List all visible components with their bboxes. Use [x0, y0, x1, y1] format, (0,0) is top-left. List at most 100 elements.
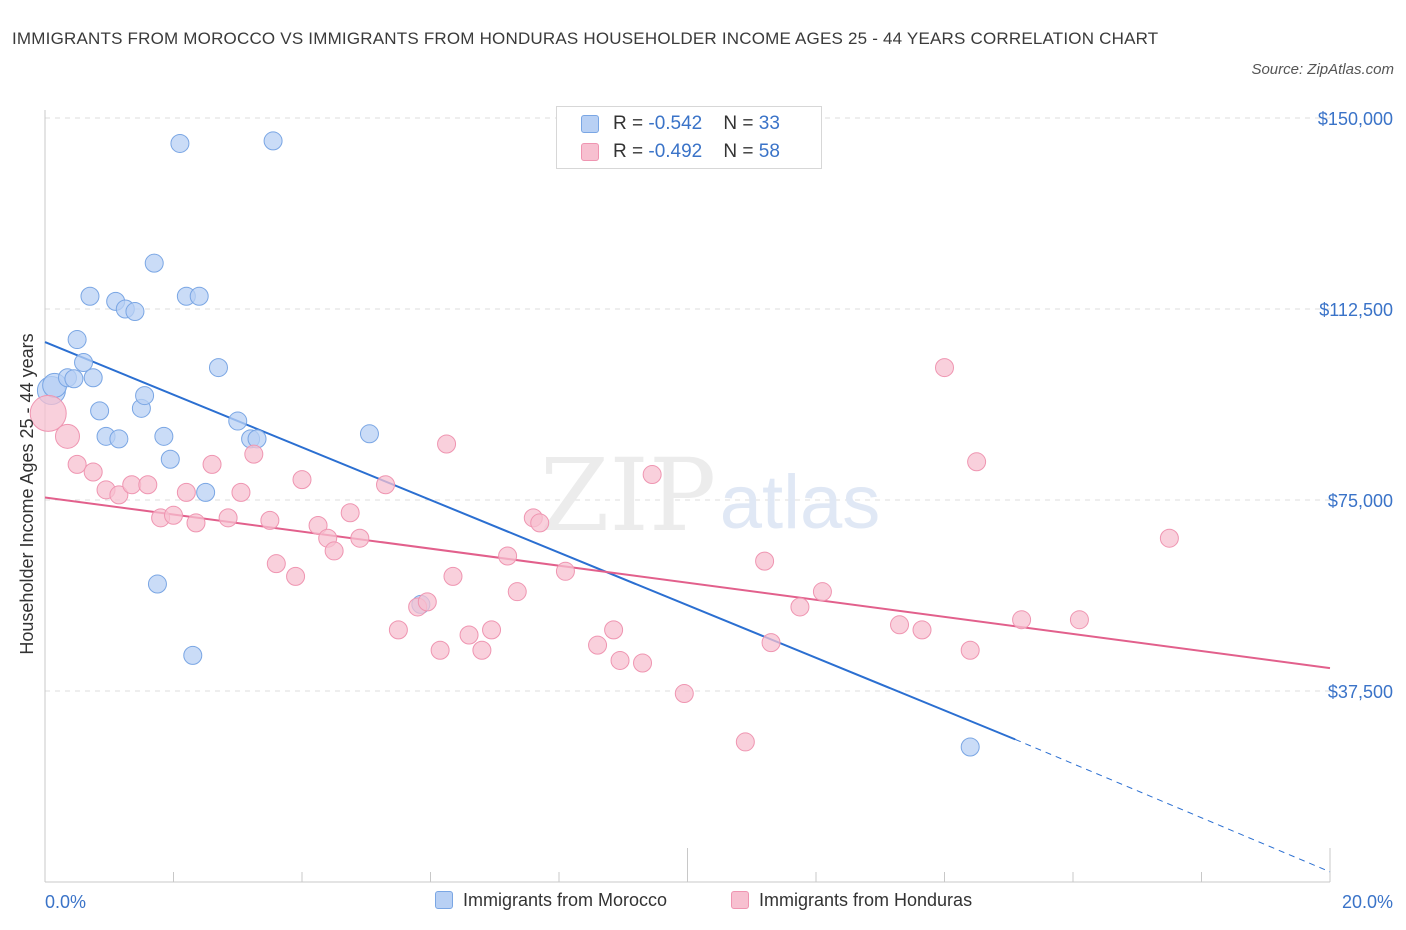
point-morocco — [144, 253, 164, 273]
bottom-legend-honduras: Immigrants from Honduras — [731, 890, 972, 911]
data-points — [29, 131, 1179, 757]
point-honduras — [790, 597, 810, 617]
watermark-atlas: atlas — [720, 460, 881, 545]
point-honduras — [610, 650, 630, 670]
point-morocco — [135, 386, 155, 406]
source-label: Source: ZipAtlas.com — [1251, 61, 1394, 78]
stats-legend: R = -0.542 N = 33 R = -0.492 N = 58 — [556, 106, 822, 169]
x-tick-label: 0.0% — [45, 892, 86, 912]
point-morocco — [960, 737, 980, 757]
legend-swatch-morocco — [581, 115, 599, 133]
point-honduras — [1069, 610, 1089, 630]
point-honduras — [735, 732, 755, 752]
point-honduras — [109, 485, 129, 505]
point-honduras — [443, 566, 463, 586]
point-honduras — [507, 582, 527, 602]
point-honduras — [29, 394, 67, 432]
point-honduras — [437, 434, 457, 454]
point-honduras — [633, 653, 653, 673]
point-honduras — [122, 475, 142, 495]
tick-labels: $37,500 $75,000 $112,500 $150,000 0.0% 20.0% — [45, 109, 1393, 912]
point-honduras — [244, 444, 264, 464]
bottom-legend-label-morocco: Immigrants from Morocco — [463, 890, 668, 910]
point-honduras — [388, 620, 408, 640]
legend-r-value-morocco: -0.542 — [648, 113, 703, 134]
point-honduras — [186, 513, 206, 533]
x-tick-label: 20.0% — [1342, 892, 1393, 912]
point-honduras — [459, 625, 479, 645]
point-honduras — [376, 475, 396, 495]
point-honduras — [604, 620, 624, 640]
point-morocco — [196, 482, 216, 502]
point-honduras — [324, 541, 344, 561]
point-morocco — [109, 429, 129, 449]
point-honduras — [176, 482, 196, 502]
point-honduras — [67, 454, 87, 474]
legend-n-label: N = — [723, 141, 759, 162]
point-morocco — [125, 302, 145, 322]
point-honduras — [83, 462, 103, 482]
point-honduras — [202, 454, 222, 474]
point-honduras — [912, 620, 932, 640]
point-honduras — [164, 505, 183, 525]
y-axis-label: Householder Income Ages 25 - 44 years — [17, 333, 37, 654]
point-honduras — [1012, 610, 1032, 630]
y-tick-label: $150,000 — [1318, 109, 1393, 129]
point-honduras — [286, 566, 306, 586]
point-honduras — [231, 482, 251, 502]
point-honduras — [498, 546, 518, 566]
bottom-legend-label-honduras: Immigrants from Honduras — [759, 890, 973, 910]
point-honduras — [1159, 528, 1179, 548]
point-morocco — [189, 286, 209, 306]
point-morocco — [90, 401, 110, 421]
point-honduras — [260, 510, 280, 530]
point-morocco — [228, 411, 248, 431]
trend-lines — [44, 341, 1331, 873]
trend-line-honduras — [44, 496, 1331, 670]
point-morocco — [170, 133, 190, 153]
bottom-legend-morocco: Immigrants from Morocco — [435, 890, 667, 911]
y-tick-label: $112,500 — [1319, 300, 1393, 320]
point-honduras — [430, 640, 450, 660]
watermark: ZIP atlas — [540, 437, 880, 554]
point-honduras — [54, 423, 80, 449]
point-honduras — [960, 640, 980, 660]
point-honduras — [555, 561, 575, 581]
point-honduras — [138, 475, 158, 495]
legend-r-label: R = — [613, 113, 649, 134]
legend-swatch-honduras — [581, 143, 599, 161]
point-honduras — [218, 508, 238, 528]
point-morocco — [64, 369, 84, 389]
axes — [44, 110, 1331, 883]
point-morocco — [74, 352, 94, 372]
point-morocco — [160, 449, 180, 469]
point-honduras — [350, 528, 370, 548]
point-honduras — [890, 615, 910, 635]
point-morocco — [147, 574, 167, 594]
point-honduras — [935, 358, 954, 378]
legend-n-value-morocco: 33 — [758, 113, 780, 134]
point-honduras — [266, 554, 286, 574]
point-honduras — [340, 503, 360, 523]
point-honduras — [642, 465, 662, 485]
point-morocco — [263, 131, 283, 151]
point-honduras — [530, 513, 550, 533]
legend-n-label: N = — [723, 113, 759, 134]
point-honduras — [482, 620, 502, 640]
point-honduras — [292, 470, 312, 490]
point-honduras — [472, 640, 492, 660]
legend-n-value-honduras: 58 — [758, 141, 780, 162]
legend-r-label: R = — [613, 141, 649, 162]
point-morocco — [154, 426, 174, 446]
legend-r-value-honduras: -0.492 — [648, 141, 703, 162]
point-morocco — [208, 358, 228, 378]
point-honduras — [761, 633, 781, 653]
chart-title: IMMIGRANTS FROM MOROCCO VS IMMIGRANTS FR… — [12, 29, 1159, 48]
point-morocco — [80, 286, 100, 306]
bottom-legend-swatch-morocco — [435, 891, 453, 909]
point-morocco — [67, 330, 87, 350]
trend-line-morocco-extension — [1014, 738, 1331, 873]
y-tick-label: $37,500 — [1328, 682, 1393, 702]
trend-line-morocco — [44, 341, 1016, 741]
